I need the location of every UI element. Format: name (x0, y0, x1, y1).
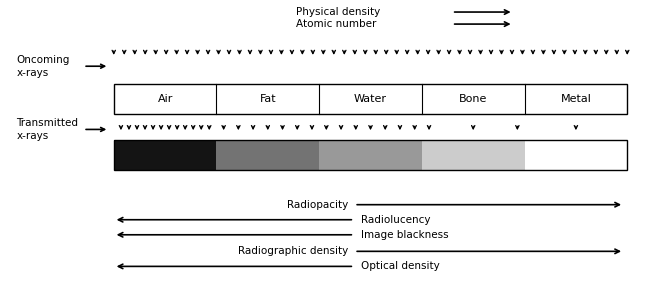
Bar (216, 140, 319, 170)
Text: Transmitted
x-rays: Transmitted x-rays (16, 118, 78, 141)
Bar (114, 140, 627, 170)
Bar (114, 84, 627, 114)
Text: Water: Water (354, 94, 387, 104)
Text: Fat: Fat (259, 94, 276, 104)
Text: Radiopacity: Radiopacity (287, 200, 348, 210)
Bar (525, 140, 627, 170)
Text: Bone: Bone (459, 94, 488, 104)
Text: Physical density: Physical density (296, 7, 380, 17)
Text: Optical density: Optical density (361, 261, 439, 272)
Text: Radiolucency: Radiolucency (361, 215, 430, 225)
Text: Image blackness: Image blackness (361, 230, 448, 240)
Text: Atomic number: Atomic number (296, 19, 376, 29)
Bar (422, 140, 525, 170)
Bar (114, 140, 216, 170)
Text: Metal: Metal (560, 94, 592, 104)
Text: Oncoming
x-rays: Oncoming x-rays (16, 54, 70, 78)
Text: Air: Air (157, 94, 173, 104)
Text: Radiographic density: Radiographic density (237, 246, 348, 256)
Bar (319, 140, 422, 170)
